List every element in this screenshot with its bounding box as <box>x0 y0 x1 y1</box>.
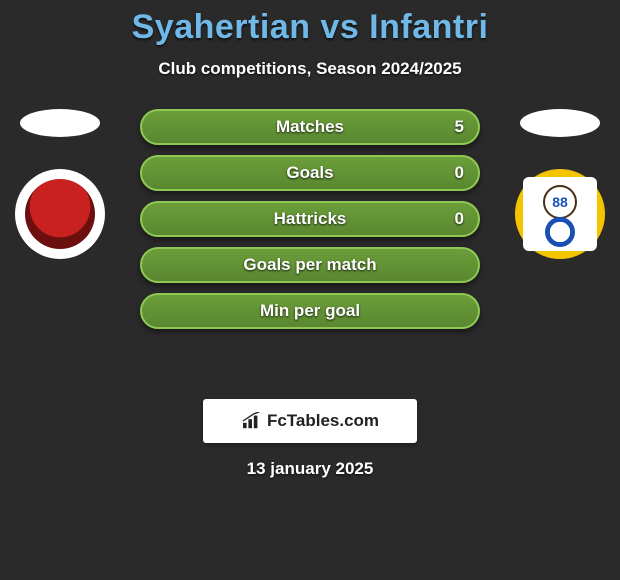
chart-icon <box>241 412 263 430</box>
watermark-label: FcTables.com <box>267 411 379 431</box>
left-player-column <box>10 109 110 259</box>
left-player-photo <box>20 109 100 137</box>
stat-row-goals-per-match: Goals per match <box>140 247 480 283</box>
stat-label: Goals <box>286 163 333 183</box>
stat-row-matches: Matches 5 <box>140 109 480 145</box>
right-player-photo <box>520 109 600 137</box>
right-player-column: 88 <box>510 109 610 259</box>
left-club-logo <box>15 169 105 259</box>
stat-label: Goals per match <box>243 255 376 275</box>
stat-row-min-per-goal: Min per goal <box>140 293 480 329</box>
stat-label: Min per goal <box>260 301 360 321</box>
stat-value-right: 5 <box>455 117 464 137</box>
ball-icon <box>545 217 575 247</box>
comparison-area: 88 Matches 5 Goals 0 Hattricks 0 Goals p… <box>0 109 620 389</box>
stat-label: Hattricks <box>274 209 347 229</box>
stat-row-goals: Goals 0 <box>140 155 480 191</box>
stat-value-right: 0 <box>455 163 464 183</box>
watermark-text: FcTables.com <box>241 411 379 431</box>
watermark-box: FcTables.com <box>203 399 417 443</box>
right-club-logo: 88 <box>515 169 605 259</box>
stat-value-right: 0 <box>455 209 464 229</box>
infographic-root: Syahertian vs Infantri Club competitions… <box>0 0 620 479</box>
date-label: 13 january 2025 <box>0 459 620 479</box>
competition-subtitle: Club competitions, Season 2024/2025 <box>0 59 620 79</box>
page-title: Syahertian vs Infantri <box>0 8 620 47</box>
stat-row-hattricks: Hattricks 0 <box>140 201 480 237</box>
right-club-badge-number: 88 <box>543 185 577 219</box>
stat-label: Matches <box>276 117 344 137</box>
stat-rows: Matches 5 Goals 0 Hattricks 0 Goals per … <box>140 109 480 339</box>
